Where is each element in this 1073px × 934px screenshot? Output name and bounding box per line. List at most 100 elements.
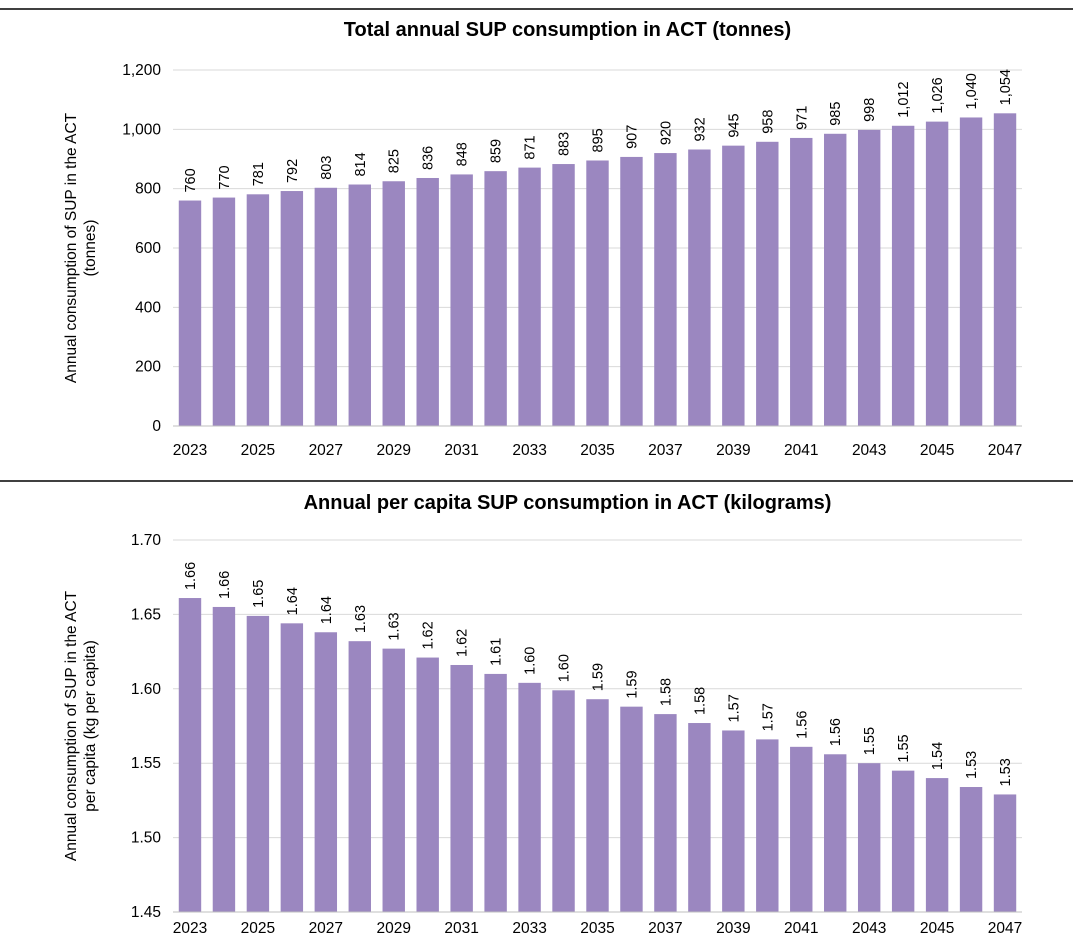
bar: [756, 141, 779, 426]
x-tick-label: 2041: [784, 442, 818, 459]
data-label: 907: [624, 125, 640, 149]
data-label: 1.53: [964, 751, 980, 779]
x-tick-label: 2039: [716, 920, 750, 934]
bar: [756, 739, 779, 912]
bar: [314, 632, 338, 912]
x-tick-label: 2029: [376, 442, 410, 459]
x-tick-label: 2031: [444, 920, 478, 934]
data-label: 1,040: [964, 73, 980, 109]
x-tick-label: 2027: [309, 442, 343, 459]
y-tick-label: 1,200: [122, 62, 161, 79]
x-tick-label: 2035: [580, 442, 614, 459]
data-label: 848: [455, 142, 471, 166]
x-tick-label: 2043: [852, 920, 886, 934]
bar: [891, 125, 915, 427]
data-label: 1.64: [285, 587, 301, 615]
data-label: 1.63: [387, 612, 403, 640]
bar: [722, 145, 745, 426]
x-tick-label: 2033: [512, 920, 546, 934]
bar: [416, 657, 439, 912]
data-label: 998: [862, 98, 878, 122]
x-tick-label: 2027: [309, 920, 343, 934]
data-label: 1,054: [998, 69, 1014, 105]
data-label: 871: [523, 135, 539, 159]
x-tick-label: 2029: [376, 920, 410, 934]
x-tick-label: 2033: [512, 442, 546, 459]
data-label: 1.66: [183, 562, 199, 590]
x-tick-label: 2025: [241, 920, 275, 934]
bar: [959, 787, 983, 912]
bar: [552, 164, 575, 426]
bar: [348, 641, 371, 912]
data-label: 1.55: [896, 734, 912, 762]
data-label: 792: [285, 159, 301, 183]
data-label: 1.56: [794, 711, 810, 739]
data-label: 1.66: [217, 571, 233, 599]
data-label: 1.65: [251, 580, 267, 608]
y-axis-label-line: Annual consumption of SUP in the ACT: [63, 112, 80, 383]
data-label: 1.57: [726, 694, 742, 722]
x-tick-label: 2045: [920, 442, 954, 459]
data-label: 1.59: [624, 670, 640, 698]
y-axis-label: Annual consumption of SUP in the ACT (ton…: [63, 112, 99, 383]
chart-title: Total annual SUP consumption in ACT (ton…: [344, 19, 791, 41]
x-tick-label: 2043: [852, 442, 886, 459]
data-label: 836: [421, 146, 437, 170]
data-label: 814: [353, 152, 369, 176]
bar: [993, 113, 1017, 427]
data-label: 760: [183, 168, 199, 192]
y-axis-label: Annual consumption of SUP in the ACT per …: [63, 590, 99, 861]
data-label: 1.58: [692, 687, 708, 715]
data-label: 1.62: [455, 629, 471, 657]
data-label: 883: [557, 132, 573, 156]
data-label: 1.58: [658, 678, 674, 706]
data-label: 825: [387, 149, 403, 173]
x-tick-label: 2035: [580, 920, 614, 934]
data-label: 1.53: [998, 758, 1014, 786]
chart-title: Annual per capita SUP consumption in ACT…: [304, 492, 832, 514]
bar: [450, 664, 473, 912]
data-label: 1.56: [828, 718, 844, 746]
x-tick-label: 2045: [920, 920, 954, 934]
data-label: 932: [692, 117, 708, 141]
data-label: 1.64: [319, 596, 335, 624]
bar: [280, 623, 304, 912]
data-label: 1.62: [421, 621, 437, 649]
bar: [722, 730, 745, 912]
bar: [518, 167, 541, 426]
data-label: 803: [319, 156, 335, 180]
per-capita-consumption-chart: Annual per capita SUP consumption in ACT…: [63, 492, 1022, 934]
bar: [654, 153, 677, 427]
bar: [586, 699, 609, 912]
bar: [280, 191, 304, 426]
bar: [552, 690, 575, 912]
y-tick-label: 1.50: [131, 830, 162, 847]
y-tick-label: 1.55: [131, 755, 161, 772]
bar: [620, 706, 643, 912]
data-label: 781: [251, 162, 267, 186]
data-label: 1.60: [557, 654, 573, 682]
bar: [178, 200, 202, 426]
bar: [484, 673, 507, 912]
bar: [178, 598, 202, 912]
y-tick-label: 0: [152, 418, 161, 435]
bar: [246, 194, 270, 426]
bar: [824, 754, 847, 912]
y-tick-label: 400: [135, 299, 161, 316]
x-tick-label: 2023: [173, 920, 207, 934]
y-axis-label-line: per capita (kg per capita): [82, 640, 99, 811]
data-label: 770: [217, 165, 233, 189]
y-tick-label: 1,000: [122, 121, 161, 138]
data-label: 1,026: [930, 77, 946, 113]
bar: [212, 606, 236, 912]
bar: [688, 149, 711, 427]
bar: [348, 184, 371, 426]
y-tick-label: 800: [135, 181, 161, 198]
bar: [688, 723, 711, 912]
bar: [790, 746, 813, 912]
bar: [620, 156, 643, 426]
x-tick-label: 2023: [173, 442, 207, 459]
data-label: 895: [591, 128, 607, 152]
bar: [416, 177, 439, 426]
